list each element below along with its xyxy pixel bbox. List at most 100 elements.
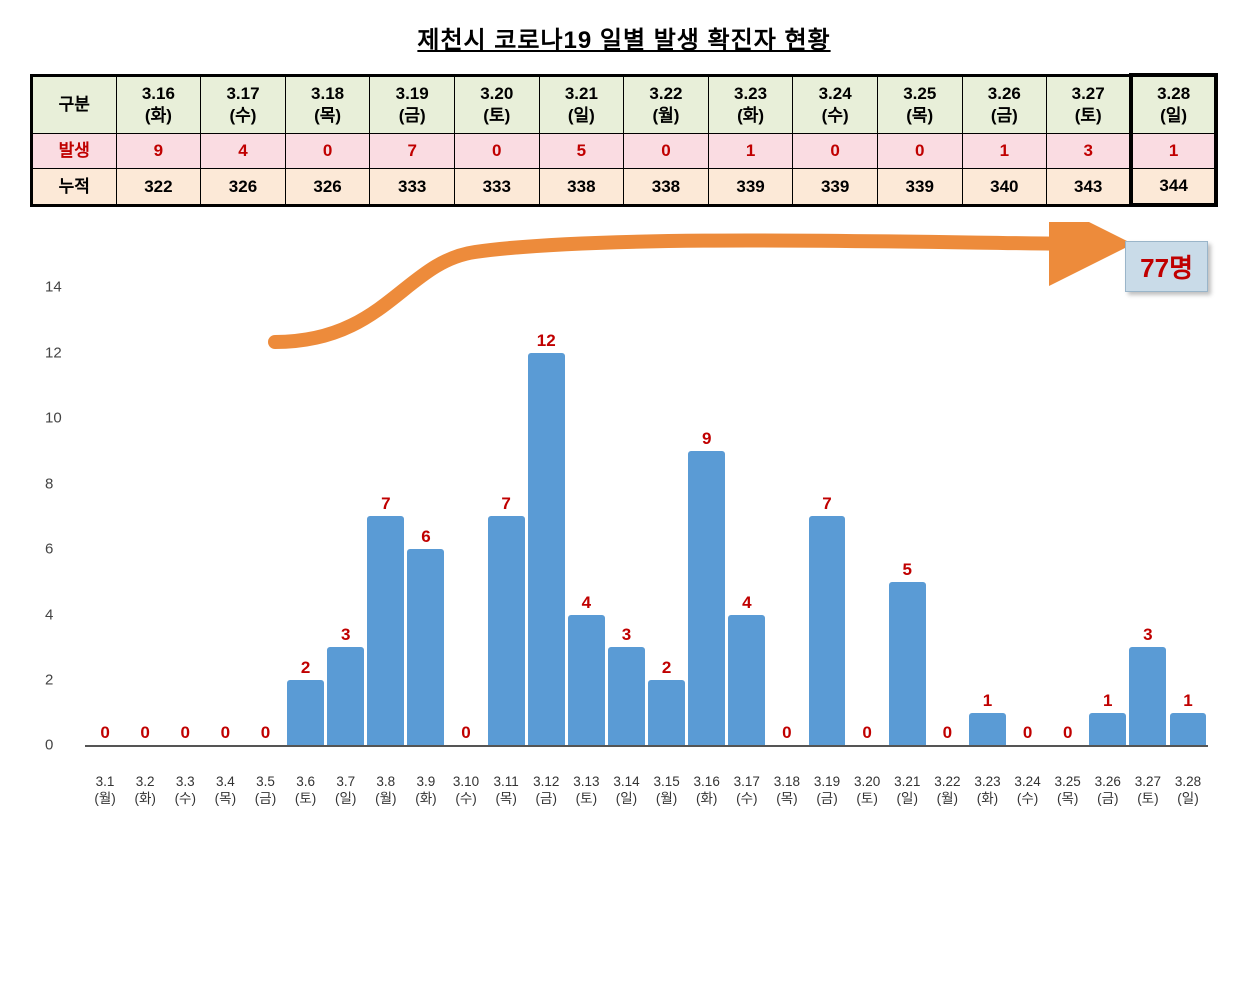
bar-column: 0	[85, 287, 125, 745]
bar	[528, 353, 565, 746]
table-cumul-cell: 338	[624, 169, 709, 206]
table-occur-cell: 0	[454, 134, 539, 169]
bar-value-label: 4	[582, 593, 591, 613]
daily-bar-chart: 00000237607124329407050100131 0246810121…	[85, 247, 1208, 807]
bar-value-label: 2	[662, 658, 671, 678]
x-tick-label: 3.10(수)	[446, 770, 486, 808]
table-row-label-occur: 발생	[32, 134, 117, 169]
table-cumul-cell: 326	[285, 169, 370, 206]
bar-value-label: 12	[537, 331, 556, 351]
bar-value-label: 0	[943, 723, 952, 743]
bar	[969, 713, 1006, 746]
table-occur-cell: 3	[1047, 134, 1132, 169]
table-cumul-cell: 339	[877, 169, 962, 206]
x-tick-label: 3.14(일)	[606, 770, 646, 808]
table-cumul-cell: 333	[454, 169, 539, 206]
y-tick-label: 6	[45, 541, 53, 558]
bar-value-label: 0	[782, 723, 791, 743]
bar-value-label: 0	[181, 723, 190, 743]
table-date-col: 3.23(화)	[708, 75, 793, 134]
bar-value-label: 0	[1023, 723, 1032, 743]
bar	[648, 680, 685, 745]
x-tick-label: 3.20(토)	[847, 770, 887, 808]
table-date-col: 3.20(토)	[454, 75, 539, 134]
x-tick-label: 3.11(목)	[486, 770, 526, 808]
table-cumul-cell: 322	[116, 169, 201, 206]
table-cumul-cell: 340	[962, 169, 1047, 206]
y-tick-label: 8	[45, 475, 53, 492]
bar-value-label: 6	[421, 527, 430, 547]
x-tick-label: 3.16(화)	[687, 770, 727, 808]
table-date-col: 3.28(일)	[1131, 75, 1216, 134]
x-tick-label: 3.21(일)	[887, 770, 927, 808]
bar-value-label: 0	[1063, 723, 1072, 743]
table-cumul-cell: 326	[201, 169, 286, 206]
table-occur-cell: 0	[624, 134, 709, 169]
bar-column: 0	[245, 287, 285, 745]
bar-column: 2	[286, 287, 326, 745]
x-tick-label: 3.1(월)	[85, 770, 125, 808]
bar-column: 7	[366, 287, 406, 745]
chart-container: 77명 00000237607124329407050100131 024681…	[30, 247, 1218, 807]
bar	[889, 582, 926, 746]
bar-value-label: 4	[742, 593, 751, 613]
bar	[367, 516, 404, 745]
table-occur-cell: 1	[1131, 134, 1216, 169]
cases-table: 구분3.16(화)3.17(수)3.18(목)3.19(금)3.20(토)3.2…	[30, 73, 1218, 207]
bar-column: 2	[647, 287, 687, 745]
bar	[327, 647, 364, 745]
bar-column: 0	[205, 287, 245, 745]
bar-column: 4	[727, 287, 767, 745]
bar-value-label: 1	[1183, 691, 1192, 711]
bar-column: 3	[1128, 287, 1168, 745]
table-date-col: 3.18(목)	[285, 75, 370, 134]
bar	[488, 516, 525, 745]
bar-value-label: 0	[862, 723, 871, 743]
bar-column: 3	[326, 287, 366, 745]
bar-column: 4	[566, 287, 606, 745]
table-header-label: 구분	[32, 75, 117, 134]
table-row-label-cumul: 누적	[32, 169, 117, 206]
x-tick-label: 3.25(목)	[1048, 770, 1088, 808]
table-cumul-cell: 343	[1047, 169, 1132, 206]
bar	[407, 549, 444, 745]
bar-column: 0	[1048, 287, 1088, 745]
bar	[728, 615, 765, 746]
x-tick-label: 3.7(일)	[326, 770, 366, 808]
x-tick-label: 3.13(토)	[566, 770, 606, 808]
bar-column: 0	[125, 287, 165, 745]
bar-value-label: 3	[622, 625, 631, 645]
table-occur-cell: 0	[285, 134, 370, 169]
bar-column: 5	[887, 287, 927, 745]
bar	[568, 615, 605, 746]
bar-column: 0	[446, 287, 486, 745]
bar-column: 7	[486, 287, 526, 745]
table-cumul-cell: 338	[539, 169, 624, 206]
table-date-col: 3.27(토)	[1047, 75, 1132, 134]
x-tick-label: 3.12(금)	[526, 770, 566, 808]
bar-column: 3	[606, 287, 646, 745]
bar	[608, 647, 645, 745]
table-occur-cell: 0	[877, 134, 962, 169]
table-date-col: 3.26(금)	[962, 75, 1047, 134]
y-tick-label: 2	[45, 671, 53, 688]
x-tick-label: 3.23(화)	[967, 770, 1007, 808]
y-tick-label: 0	[45, 737, 53, 754]
bar-value-label: 0	[100, 723, 109, 743]
bar-column: 0	[165, 287, 205, 745]
bar-column: 1	[967, 287, 1007, 745]
x-tick-label: 3.17(수)	[727, 770, 767, 808]
y-tick-label: 4	[45, 606, 53, 623]
x-tick-label: 3.15(월)	[647, 770, 687, 808]
bar-value-label: 1	[1103, 691, 1112, 711]
table-date-col: 3.21(일)	[539, 75, 624, 134]
bar-value-label: 5	[903, 560, 912, 580]
x-tick-label: 3.3(수)	[165, 770, 205, 808]
x-tick-label: 3.4(목)	[205, 770, 245, 808]
bar	[1129, 647, 1166, 745]
table-date-col: 3.24(수)	[793, 75, 878, 134]
x-tick-label: 3.24(수)	[1008, 770, 1048, 808]
bar-column: 0	[767, 287, 807, 745]
table-occur-cell: 1	[962, 134, 1047, 169]
table-cumul-cell: 333	[370, 169, 455, 206]
